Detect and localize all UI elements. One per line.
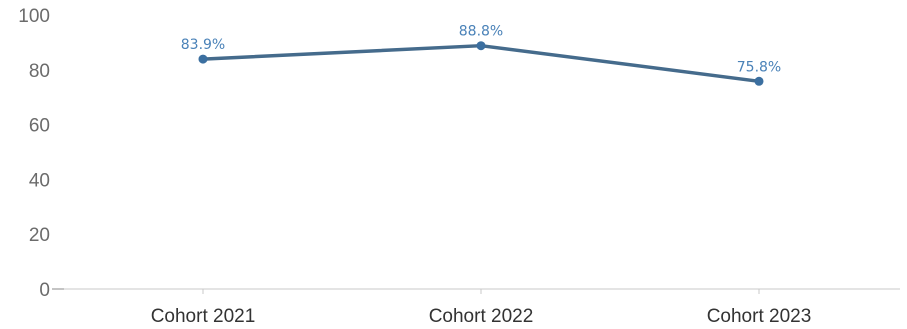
data-point xyxy=(198,54,208,64)
y-tick-label: 60 xyxy=(29,116,50,137)
data-label: 83.9% xyxy=(181,37,225,53)
x-tick-label: Cohort 2022 xyxy=(429,306,534,327)
data-point xyxy=(476,41,486,51)
y-tick-label: 20 xyxy=(29,225,50,246)
data-label: 75.8% xyxy=(737,59,781,75)
y-tick-label: 0 xyxy=(39,280,50,301)
series-group xyxy=(198,41,764,86)
data-label: 88.8% xyxy=(459,24,503,40)
y-axis: 0 20 40 60 80 100 xyxy=(18,6,64,301)
data-point xyxy=(754,76,764,86)
data-labels: 83.9% 88.8% 75.8% xyxy=(181,24,781,76)
x-axis: Cohort 2021 Cohort 2022 Cohort 2023 xyxy=(64,288,900,327)
y-tick-label: 40 xyxy=(29,170,50,191)
x-tick-label: Cohort 2021 xyxy=(151,306,256,327)
series-line xyxy=(201,43,761,84)
x-tick-label: Cohort 2023 xyxy=(707,306,812,327)
y-tick-label: 100 xyxy=(18,6,50,27)
y-tick-label: 80 xyxy=(29,61,50,82)
